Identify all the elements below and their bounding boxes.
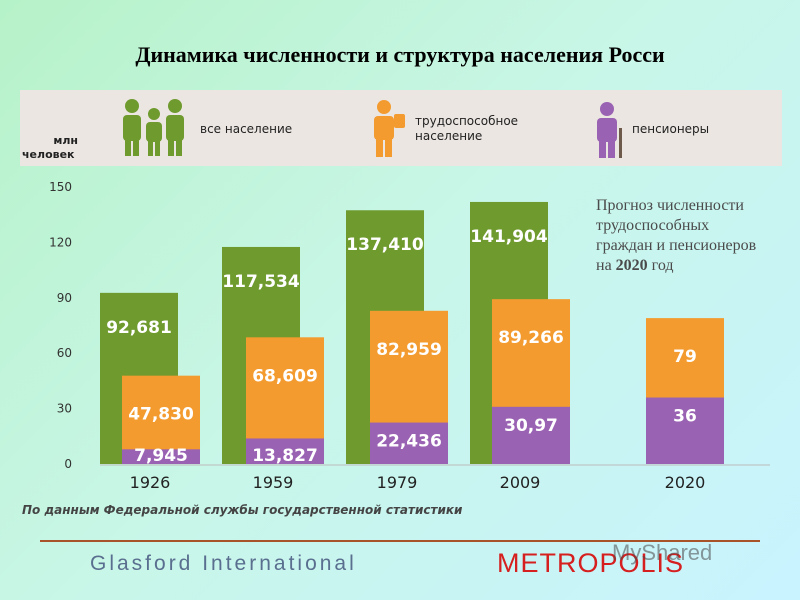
data-label-working-1926: 47,830 [128,405,194,425]
bar-pensioners-2020 [646,397,724,464]
y-tick-label: 0 [64,457,72,471]
pensioner-icon [597,102,622,158]
data-label-total-1926: 92,681 [106,318,172,338]
legend-label-working-line1: трудоспособное [415,114,519,128]
data-label-pensioners-1959: 13,827 [252,446,318,466]
data-label-total-2009: 141,904 [470,227,548,247]
x-tick-label-1959: 1959 [253,473,294,492]
x-tick-label-1926: 1926 [130,473,171,492]
data-label-total-1979: 137,410 [346,235,424,255]
y-tick-label: 150 [49,180,72,194]
data-label-working-2009: 89,266 [498,328,564,348]
legend-label-working-line2: население [415,129,483,143]
x-tick-label-2020: 2020 [665,473,706,492]
y-unit-label: млн человек [22,134,78,162]
data-label-working-1959: 68,609 [252,366,318,386]
data-label-working-1979: 82,959 [376,340,442,360]
data-label-working-2020: 79 [673,347,697,367]
forecast-year: 2020 [615,257,648,274]
x-tick-label-2009: 2009 [500,473,541,492]
bar-pensioners-1959 [246,438,324,464]
page-title: Динамика численности и структура населен… [135,42,665,67]
footer-divider [40,540,760,542]
data-label-pensioners-1979: 22,436 [376,432,442,452]
legend-label-all: все население [200,122,293,136]
y-unit-line2: человек [22,148,75,161]
data-label-pensioners-2009: 30,97 [504,416,558,436]
y-tick-label: 90 [57,291,72,305]
y-tick-label: 120 [49,235,72,249]
data-label-pensioners-2020: 36 [673,407,697,427]
data-label-total-1959: 117,534 [222,272,300,292]
data-label-pensioners-1926: 7,945 [134,446,188,466]
y-tick-label: 30 [57,402,72,416]
metropolis-logo: METROPOLIS [497,548,685,578]
myshared-watermark: MyShared [612,540,713,565]
worker-icon [374,100,405,157]
x-tick-label-1979: 1979 [377,473,418,492]
forecast-line4-prefix: на [596,257,616,274]
forecast-line3: граждан и пенсионеров [596,237,757,254]
legend-label-pensioners: пенсионеры [632,122,710,136]
y-unit-line1: млн [53,134,78,147]
forecast-note: Прогноз численности трудоспособных гражд… [596,196,796,276]
forecast-line2: трудоспособных [596,217,710,234]
bar-pensioners-1926 [122,449,200,464]
y-tick-label: 60 [57,346,72,360]
bar-pensioners-1979 [370,422,448,464]
bar-working-1926 [122,375,200,464]
forecast-line1: Прогноз численности [596,197,744,214]
family-group-icon [123,99,184,156]
bar-pensioners-2009 [492,406,570,464]
glasford-logo: Glasford International [90,552,357,575]
forecast-line4-suffix: год [647,257,674,274]
source-note: По данным Федеральной службы государстве… [22,503,463,517]
legend-label-working: трудоспособное население [415,114,518,144]
forecast-line4: на 2020 год [596,256,796,276]
